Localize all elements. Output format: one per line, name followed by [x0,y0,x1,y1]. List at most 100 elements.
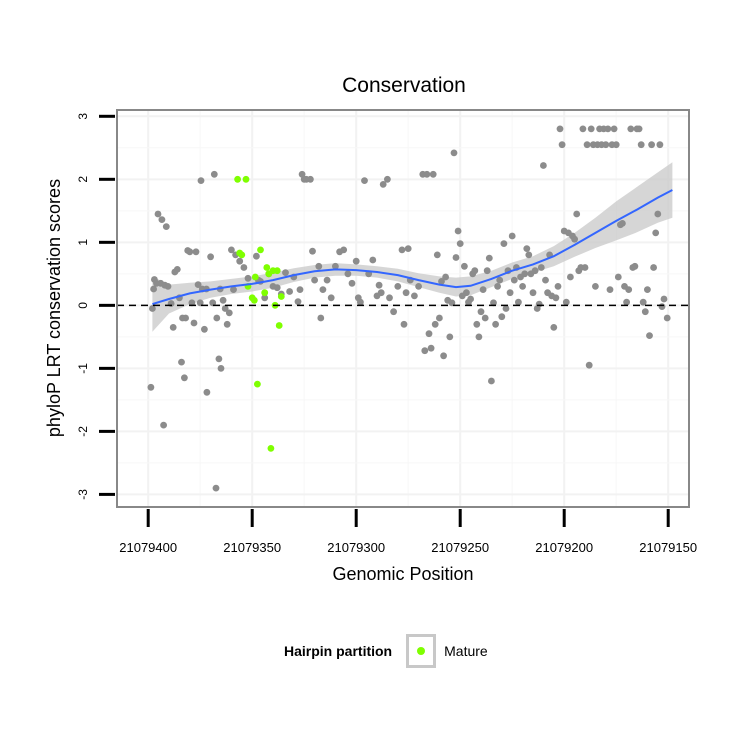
data-point [379,181,387,188]
legend: Hairpin partition Mature [284,634,488,668]
x-tick-label: 21079400 [119,540,177,555]
data-point [637,141,645,149]
data-point [573,210,581,218]
data-point [535,300,543,308]
data-point [230,286,237,293]
data-point [521,270,529,278]
data-point [610,125,618,133]
plot-panel [117,110,689,507]
data-point [173,266,181,273]
data-point [492,320,499,328]
x-tick-label: 21079150 [639,540,697,555]
data-point [344,270,352,278]
confidence-band-area [152,162,673,332]
data-point [515,298,522,306]
data-point [604,125,612,133]
data-point [427,344,435,352]
data-point [352,257,360,265]
x-tick-label: 21079300 [327,540,385,555]
data-point-mature [277,293,285,300]
data-point [348,279,356,287]
data-point [663,314,671,322]
data-point [164,283,172,290]
data-point [506,289,514,297]
chart-title: Conservation [342,74,466,97]
data-point [436,314,443,322]
data-point [147,383,155,391]
data-point [646,332,653,339]
data-point [571,235,578,243]
data-point [467,295,474,303]
data-point [554,283,562,290]
data-point [625,286,633,293]
data-point [654,210,662,218]
data-point [309,247,316,255]
data-point [209,299,217,307]
data-point [411,292,418,300]
data-point [162,223,170,231]
data-point [384,175,391,183]
data-point [579,125,587,133]
data-point [197,177,205,185]
data-point [612,141,620,149]
data-point [433,251,441,259]
data-point [483,267,491,275]
data-point [192,248,200,256]
data-point [477,308,485,316]
data-point [602,141,610,149]
data-point [400,320,408,328]
data-point [463,289,470,297]
data-point [494,283,501,290]
data-point [583,141,591,149]
y-axis: -3 -2 -1 0 1 2 3 [76,113,115,500]
data-points [147,125,671,492]
data-point [369,256,377,264]
data-point-mature [261,289,269,297]
data-point [169,324,177,331]
data-point [641,308,649,316]
smooth-line-path [152,189,673,306]
data-point [149,305,156,312]
data-point [587,125,595,133]
data-point [282,269,289,276]
data-point [502,305,510,312]
data-point [525,251,533,259]
data-point [221,305,229,312]
data-point [182,314,190,322]
data-point [485,254,493,262]
data-point [550,324,558,331]
y-tick-label: 2 [76,176,90,183]
data-point [160,421,168,429]
data-point [652,229,660,237]
data-point [656,141,664,149]
data-point [398,246,406,254]
data-point [357,298,364,306]
data-point [294,298,302,305]
data-point [431,320,439,328]
data-point [488,377,495,385]
data-point [519,283,526,290]
data-point [585,361,593,369]
data-point [158,216,166,224]
data-point [429,170,437,178]
data-point [394,283,402,290]
data-point [473,320,481,328]
data-point [244,274,252,282]
data-point [315,262,323,270]
data-point [219,296,227,304]
data-point [456,240,464,248]
data-point [440,352,447,360]
data-point [471,267,479,275]
data-point [377,289,385,297]
data-point [186,248,194,256]
data-point [154,210,162,218]
data-point [296,286,304,293]
data-point [327,294,335,302]
data-point [361,177,368,185]
data-point [567,273,574,281]
data-point [562,298,570,306]
data-point [650,264,657,271]
data-point [213,314,221,322]
y-axis-label: phyloP LRT conservation scores [44,179,64,437]
